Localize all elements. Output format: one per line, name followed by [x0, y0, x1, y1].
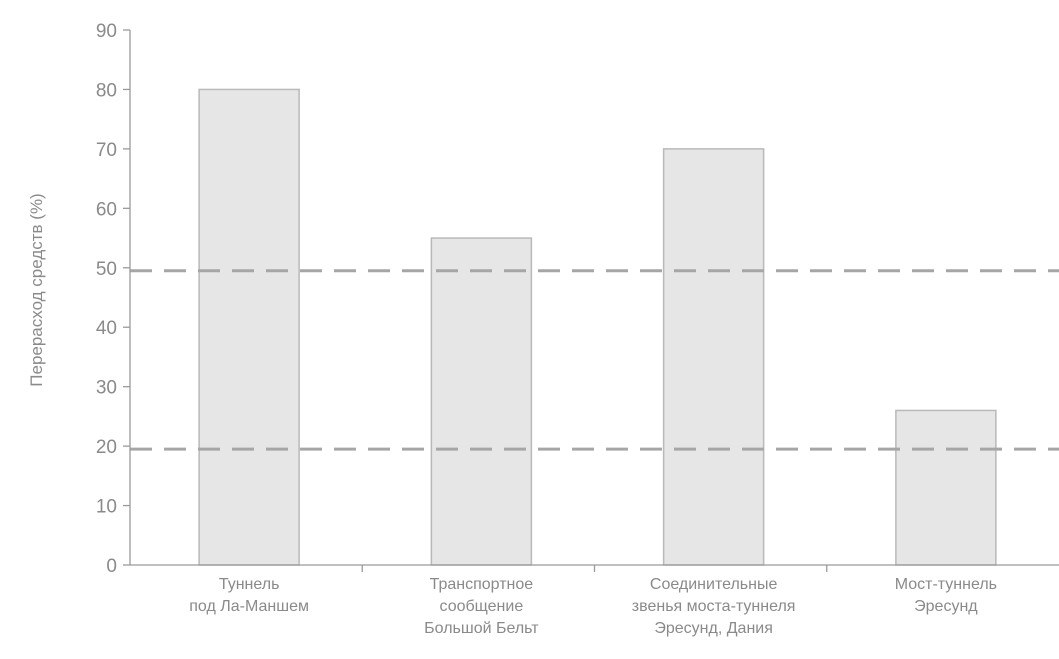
x-category-label-line: под Ла-Маншем — [189, 598, 309, 615]
x-category-label-line: Большой Бельт — [424, 620, 539, 637]
y-tick-labels: 0 10 20 30 40 50 60 70 80 90 — [96, 21, 117, 577]
x-category-label-line: Эресунд, Дания — [654, 620, 773, 637]
y-tick-label: 70 — [96, 140, 117, 161]
y-tick-label: 30 — [96, 378, 117, 399]
x-category-label: Транспортное сообщение Большой Бельт — [424, 576, 539, 637]
x-category-label: Соединительные звенья моста-туннеля Эресун… — [632, 576, 796, 637]
y-tick-label: 10 — [96, 497, 117, 518]
x-category-label-line: Туннель — [219, 576, 280, 593]
y-tick-label: 20 — [96, 437, 117, 458]
y-tick-label: 80 — [96, 80, 117, 101]
y-tick-label: 60 — [96, 199, 117, 220]
x-category-label-line: звенья моста-туннеля — [632, 598, 796, 615]
x-category-labels: Туннель под Ла-Маншем Транспортное сообщени… — [189, 576, 997, 637]
bar — [198, 88, 300, 566]
x-category-label-line: сообщение — [440, 598, 524, 615]
y-tick-label: 90 — [96, 21, 117, 42]
axes — [123, 29, 1059, 572]
x-category-label-line: Транспортное — [430, 576, 534, 593]
y-axis-title: Перерасход средств (%) — [27, 193, 46, 386]
x-category-label: Туннель под Ла-Маншем — [189, 576, 309, 615]
reference-lines-overlay — [130, 269, 1059, 451]
bar — [895, 409, 997, 566]
x-category-label-line: Соединительные — [650, 576, 778, 593]
x-category-label: Мост-туннель Эресунд — [895, 576, 997, 615]
y-tick-label: 0 — [106, 556, 117, 577]
y-tick-label: 50 — [96, 259, 117, 280]
bar — [430, 237, 533, 566]
x-category-label-line: Мост-туннель — [895, 576, 997, 593]
x-category-label-line: Эресунд — [914, 598, 978, 615]
y-tick-label: 40 — [96, 318, 117, 339]
bar — [662, 148, 765, 566]
bars — [198, 88, 997, 566]
